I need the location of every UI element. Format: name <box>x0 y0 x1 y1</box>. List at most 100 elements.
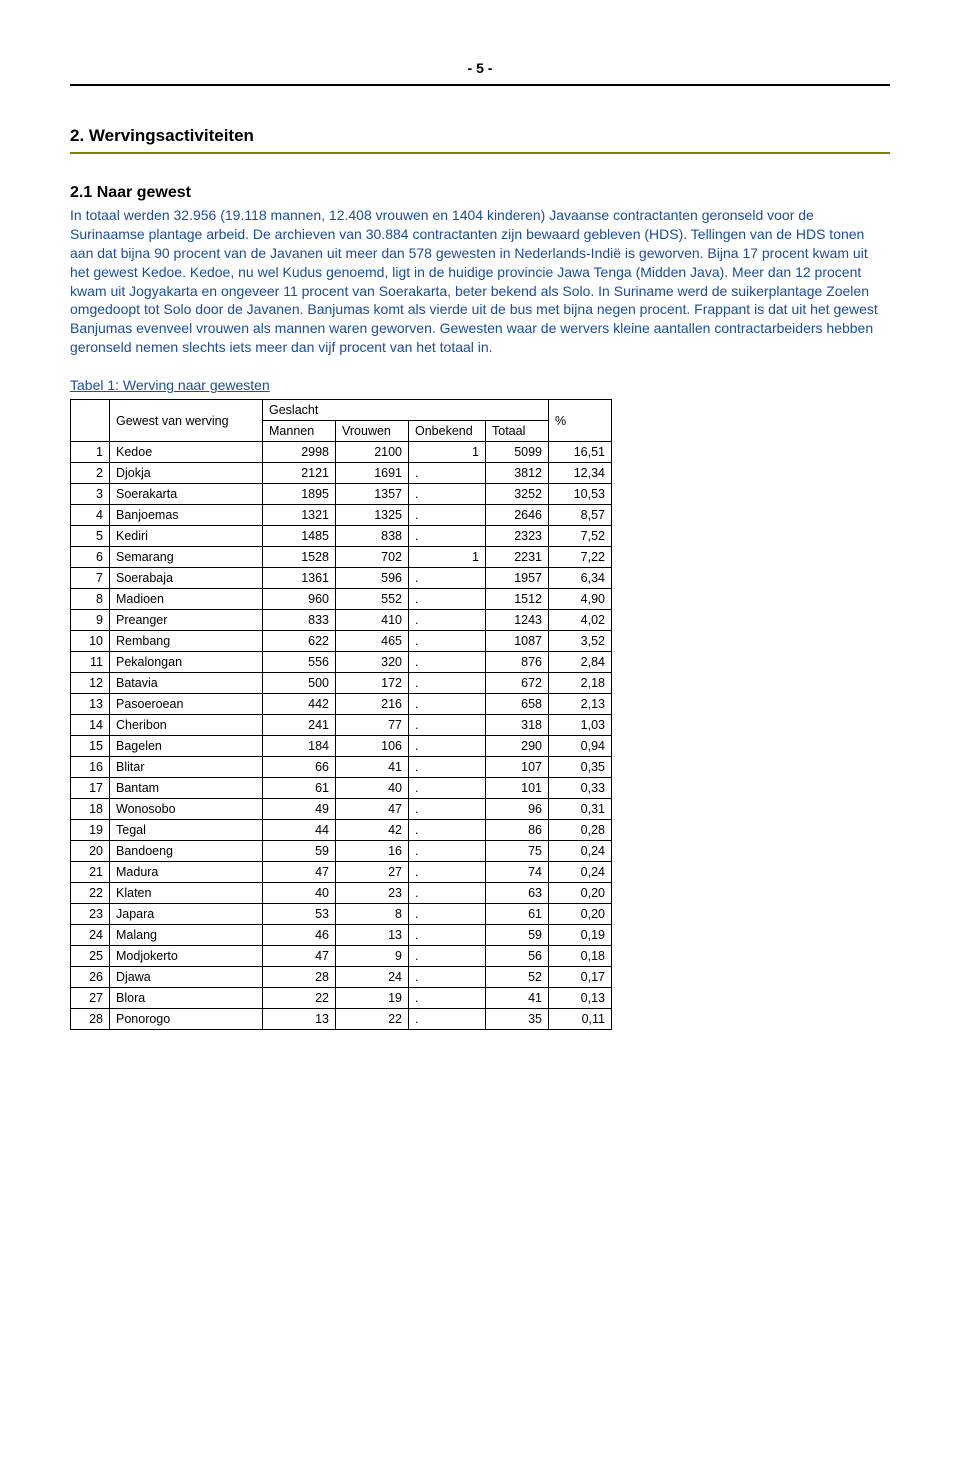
cell-vrouwen: 702 <box>336 547 409 568</box>
table-row: 24Malang4613.590,19 <box>71 925 612 946</box>
cell-idx: 26 <box>71 967 110 988</box>
cell-onbekend: . <box>409 925 486 946</box>
table-row: 10Rembang622465.10873,52 <box>71 631 612 652</box>
cell-pct: 2,18 <box>549 673 612 694</box>
cell-idx: 13 <box>71 694 110 715</box>
cell-idx: 9 <box>71 610 110 631</box>
cell-gewest: Modjokerto <box>110 946 263 967</box>
cell-idx: 20 <box>71 841 110 862</box>
cell-onbekend: . <box>409 1009 486 1030</box>
table-row: 6Semarang1528702122317,22 <box>71 547 612 568</box>
cell-totaal: 5099 <box>486 442 549 463</box>
table-header-row-1: Gewest van werving Geslacht % <box>71 400 612 421</box>
cell-mannen: 61 <box>263 778 336 799</box>
cell-totaal: 101 <box>486 778 549 799</box>
cell-pct: 0,17 <box>549 967 612 988</box>
cell-gewest: Bagelen <box>110 736 263 757</box>
cell-vrouwen: 596 <box>336 568 409 589</box>
cell-idx: 8 <box>71 589 110 610</box>
cell-idx: 28 <box>71 1009 110 1030</box>
table-row: 19Tegal4442.860,28 <box>71 820 612 841</box>
header-geslacht: Geslacht <box>263 400 549 421</box>
cell-onbekend: . <box>409 715 486 736</box>
cell-mannen: 28 <box>263 967 336 988</box>
cell-vrouwen: 9 <box>336 946 409 967</box>
cell-vrouwen: 1357 <box>336 484 409 505</box>
cell-gewest: Rembang <box>110 631 263 652</box>
cell-mannen: 184 <box>263 736 336 757</box>
cell-idx: 17 <box>71 778 110 799</box>
cell-vrouwen: 1691 <box>336 463 409 484</box>
header-pct: % <box>549 400 612 442</box>
cell-onbekend: . <box>409 694 486 715</box>
cell-pct: 0,35 <box>549 757 612 778</box>
cell-pct: 12,34 <box>549 463 612 484</box>
cell-mannen: 59 <box>263 841 336 862</box>
cell-pct: 0,31 <box>549 799 612 820</box>
cell-onbekend: . <box>409 883 486 904</box>
cell-onbekend: . <box>409 736 486 757</box>
cell-gewest: Bantam <box>110 778 263 799</box>
cell-pct: 7,52 <box>549 526 612 547</box>
cell-onbekend: . <box>409 778 486 799</box>
cell-totaal: 290 <box>486 736 549 757</box>
cell-vrouwen: 8 <box>336 904 409 925</box>
cell-onbekend: . <box>409 862 486 883</box>
table-row: 12Batavia500172.6722,18 <box>71 673 612 694</box>
cell-pct: 0,11 <box>549 1009 612 1030</box>
cell-totaal: 876 <box>486 652 549 673</box>
cell-pct: 0,33 <box>549 778 612 799</box>
cell-mannen: 47 <box>263 946 336 967</box>
table-row: 21Madura4727.740,24 <box>71 862 612 883</box>
cell-totaal: 75 <box>486 841 549 862</box>
cell-vrouwen: 27 <box>336 862 409 883</box>
cell-totaal: 61 <box>486 904 549 925</box>
cell-pct: 0,24 <box>549 841 612 862</box>
cell-totaal: 2646 <box>486 505 549 526</box>
table-row: 20Bandoeng5916.750,24 <box>71 841 612 862</box>
cell-vrouwen: 40 <box>336 778 409 799</box>
table-row: 13Pasoeroean442216.6582,13 <box>71 694 612 715</box>
cell-pct: 0,28 <box>549 820 612 841</box>
cell-pct: 8,57 <box>549 505 612 526</box>
subheader-vrouwen: Vrouwen <box>336 421 409 442</box>
cell-gewest: Semarang <box>110 547 263 568</box>
cell-mannen: 1528 <box>263 547 336 568</box>
cell-totaal: 63 <box>486 883 549 904</box>
cell-vrouwen: 216 <box>336 694 409 715</box>
cell-totaal: 56 <box>486 946 549 967</box>
cell-pct: 0,19 <box>549 925 612 946</box>
cell-mannen: 1485 <box>263 526 336 547</box>
cell-onbekend: . <box>409 505 486 526</box>
cell-totaal: 1087 <box>486 631 549 652</box>
cell-vrouwen: 172 <box>336 673 409 694</box>
cell-onbekend: . <box>409 631 486 652</box>
cell-gewest: Japara <box>110 904 263 925</box>
cell-totaal: 1957 <box>486 568 549 589</box>
cell-idx: 4 <box>71 505 110 526</box>
cell-totaal: 41 <box>486 988 549 1009</box>
cell-idx: 11 <box>71 652 110 673</box>
cell-pct: 0,18 <box>549 946 612 967</box>
table-row: 18Wonosobo4947.960,31 <box>71 799 612 820</box>
cell-onbekend: . <box>409 484 486 505</box>
cell-pct: 4,02 <box>549 610 612 631</box>
subheader-mannen: Mannen <box>263 421 336 442</box>
cell-gewest: Kedoe <box>110 442 263 463</box>
table-row: 17Bantam6140.1010,33 <box>71 778 612 799</box>
cell-mannen: 622 <box>263 631 336 652</box>
cell-vrouwen: 23 <box>336 883 409 904</box>
header-blank <box>71 400 110 442</box>
cell-idx: 18 <box>71 799 110 820</box>
cell-onbekend: . <box>409 799 486 820</box>
section-title-underline <box>70 152 890 154</box>
cell-vrouwen: 2100 <box>336 442 409 463</box>
cell-pct: 0,94 <box>549 736 612 757</box>
cell-pct: 16,51 <box>549 442 612 463</box>
cell-idx: 2 <box>71 463 110 484</box>
cell-pct: 4,90 <box>549 589 612 610</box>
cell-idx: 19 <box>71 820 110 841</box>
cell-pct: 2,13 <box>549 694 612 715</box>
page-divider <box>70 84 890 86</box>
cell-gewest: Klaten <box>110 883 263 904</box>
